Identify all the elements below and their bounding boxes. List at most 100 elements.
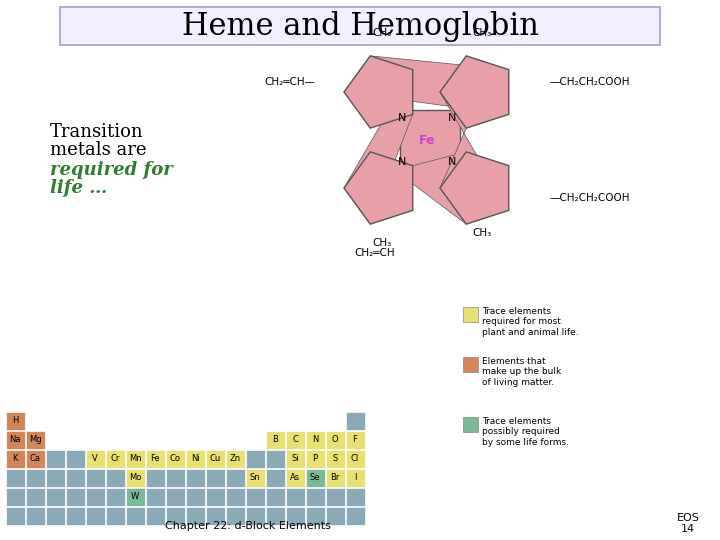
Polygon shape — [344, 152, 413, 224]
Bar — [145, 488, 164, 505]
Polygon shape — [344, 70, 413, 224]
Bar — [66, 488, 84, 505]
Bar — [25, 469, 45, 487]
Text: N: N — [398, 157, 406, 167]
Bar — [266, 430, 284, 449]
Bar — [205, 469, 225, 487]
Bar — [45, 469, 65, 487]
Bar — [86, 488, 104, 505]
Text: CH₃: CH₃ — [472, 228, 492, 238]
Bar — [166, 507, 184, 524]
Text: N: N — [312, 435, 318, 444]
Text: CH₃: CH₃ — [372, 28, 392, 38]
FancyBboxPatch shape — [60, 7, 660, 45]
Bar — [106, 469, 125, 487]
Bar — [145, 507, 164, 524]
Bar — [205, 488, 225, 505]
Text: Ca: Ca — [30, 454, 40, 463]
Bar — [186, 488, 204, 505]
Bar — [225, 469, 245, 487]
Bar — [145, 469, 164, 487]
Bar — [225, 488, 245, 505]
Bar — [86, 449, 104, 468]
Bar — [66, 507, 84, 524]
Polygon shape — [440, 152, 509, 224]
Bar — [66, 469, 84, 487]
Bar — [246, 507, 264, 524]
Polygon shape — [344, 56, 509, 114]
Bar — [266, 449, 284, 468]
Text: 14: 14 — [681, 524, 695, 534]
Text: Zn: Zn — [230, 454, 240, 463]
Bar — [463, 357, 478, 372]
Bar — [205, 507, 225, 524]
Bar — [346, 507, 364, 524]
Text: Fe: Fe — [150, 454, 160, 463]
Bar — [86, 507, 104, 524]
Bar — [325, 449, 344, 468]
Text: Co: Co — [169, 454, 181, 463]
Text: C: C — [292, 435, 298, 444]
Bar — [305, 507, 325, 524]
Bar — [166, 449, 184, 468]
Text: Cu: Cu — [210, 454, 220, 463]
Bar — [266, 469, 284, 487]
Bar — [125, 507, 145, 524]
Bar — [106, 488, 125, 505]
Bar — [45, 507, 65, 524]
Text: K: K — [12, 454, 18, 463]
Text: Mo: Mo — [129, 473, 141, 482]
Text: Si: Si — [291, 454, 299, 463]
Bar — [6, 469, 24, 487]
Bar — [6, 430, 24, 449]
Bar — [463, 307, 478, 322]
Polygon shape — [344, 56, 413, 128]
Text: Mg: Mg — [29, 435, 41, 444]
Text: Elements that
make up the bulk
of living matter.: Elements that make up the bulk of living… — [482, 357, 562, 387]
Bar — [25, 449, 45, 468]
Text: —CH₂CH₂COOH: —CH₂CH₂COOH — [550, 193, 631, 203]
Bar — [86, 469, 104, 487]
Bar — [166, 469, 184, 487]
Bar — [346, 430, 364, 449]
Bar — [125, 449, 145, 468]
Text: Na: Na — [9, 435, 21, 444]
Bar — [6, 449, 24, 468]
Bar — [186, 507, 204, 524]
Bar — [325, 430, 344, 449]
Text: W: W — [131, 492, 139, 501]
Text: N: N — [448, 113, 456, 123]
Bar — [45, 488, 65, 505]
Text: Trace elements
possibly required
by some life forms.: Trace elements possibly required by some… — [482, 417, 569, 447]
Bar — [266, 507, 284, 524]
Text: metals are: metals are — [50, 141, 146, 159]
Bar — [305, 469, 325, 487]
Text: Chapter 22: d-Block Elements: Chapter 22: d-Block Elements — [165, 521, 331, 531]
Text: H: H — [12, 416, 18, 425]
Bar — [186, 469, 204, 487]
Text: B: B — [272, 435, 278, 444]
Bar — [286, 469, 305, 487]
Text: CH₃: CH₃ — [372, 238, 392, 248]
Bar — [286, 430, 305, 449]
Bar — [45, 449, 65, 468]
Text: V: V — [92, 454, 98, 463]
Bar — [246, 449, 264, 468]
Text: Heme and Hemoglobin: Heme and Hemoglobin — [181, 10, 539, 42]
Polygon shape — [440, 92, 509, 211]
Bar — [266, 488, 284, 505]
Text: O: O — [332, 435, 338, 444]
Text: required for: required for — [50, 161, 173, 179]
Bar — [246, 488, 264, 505]
Bar — [25, 430, 45, 449]
Text: P: P — [312, 454, 318, 463]
Bar — [6, 488, 24, 505]
Bar — [305, 488, 325, 505]
Text: S: S — [333, 454, 338, 463]
Text: Br: Br — [330, 473, 340, 482]
Polygon shape — [400, 110, 460, 170]
Text: Se: Se — [310, 473, 320, 482]
Bar — [346, 411, 364, 429]
Polygon shape — [440, 56, 509, 128]
Text: N: N — [398, 113, 406, 123]
